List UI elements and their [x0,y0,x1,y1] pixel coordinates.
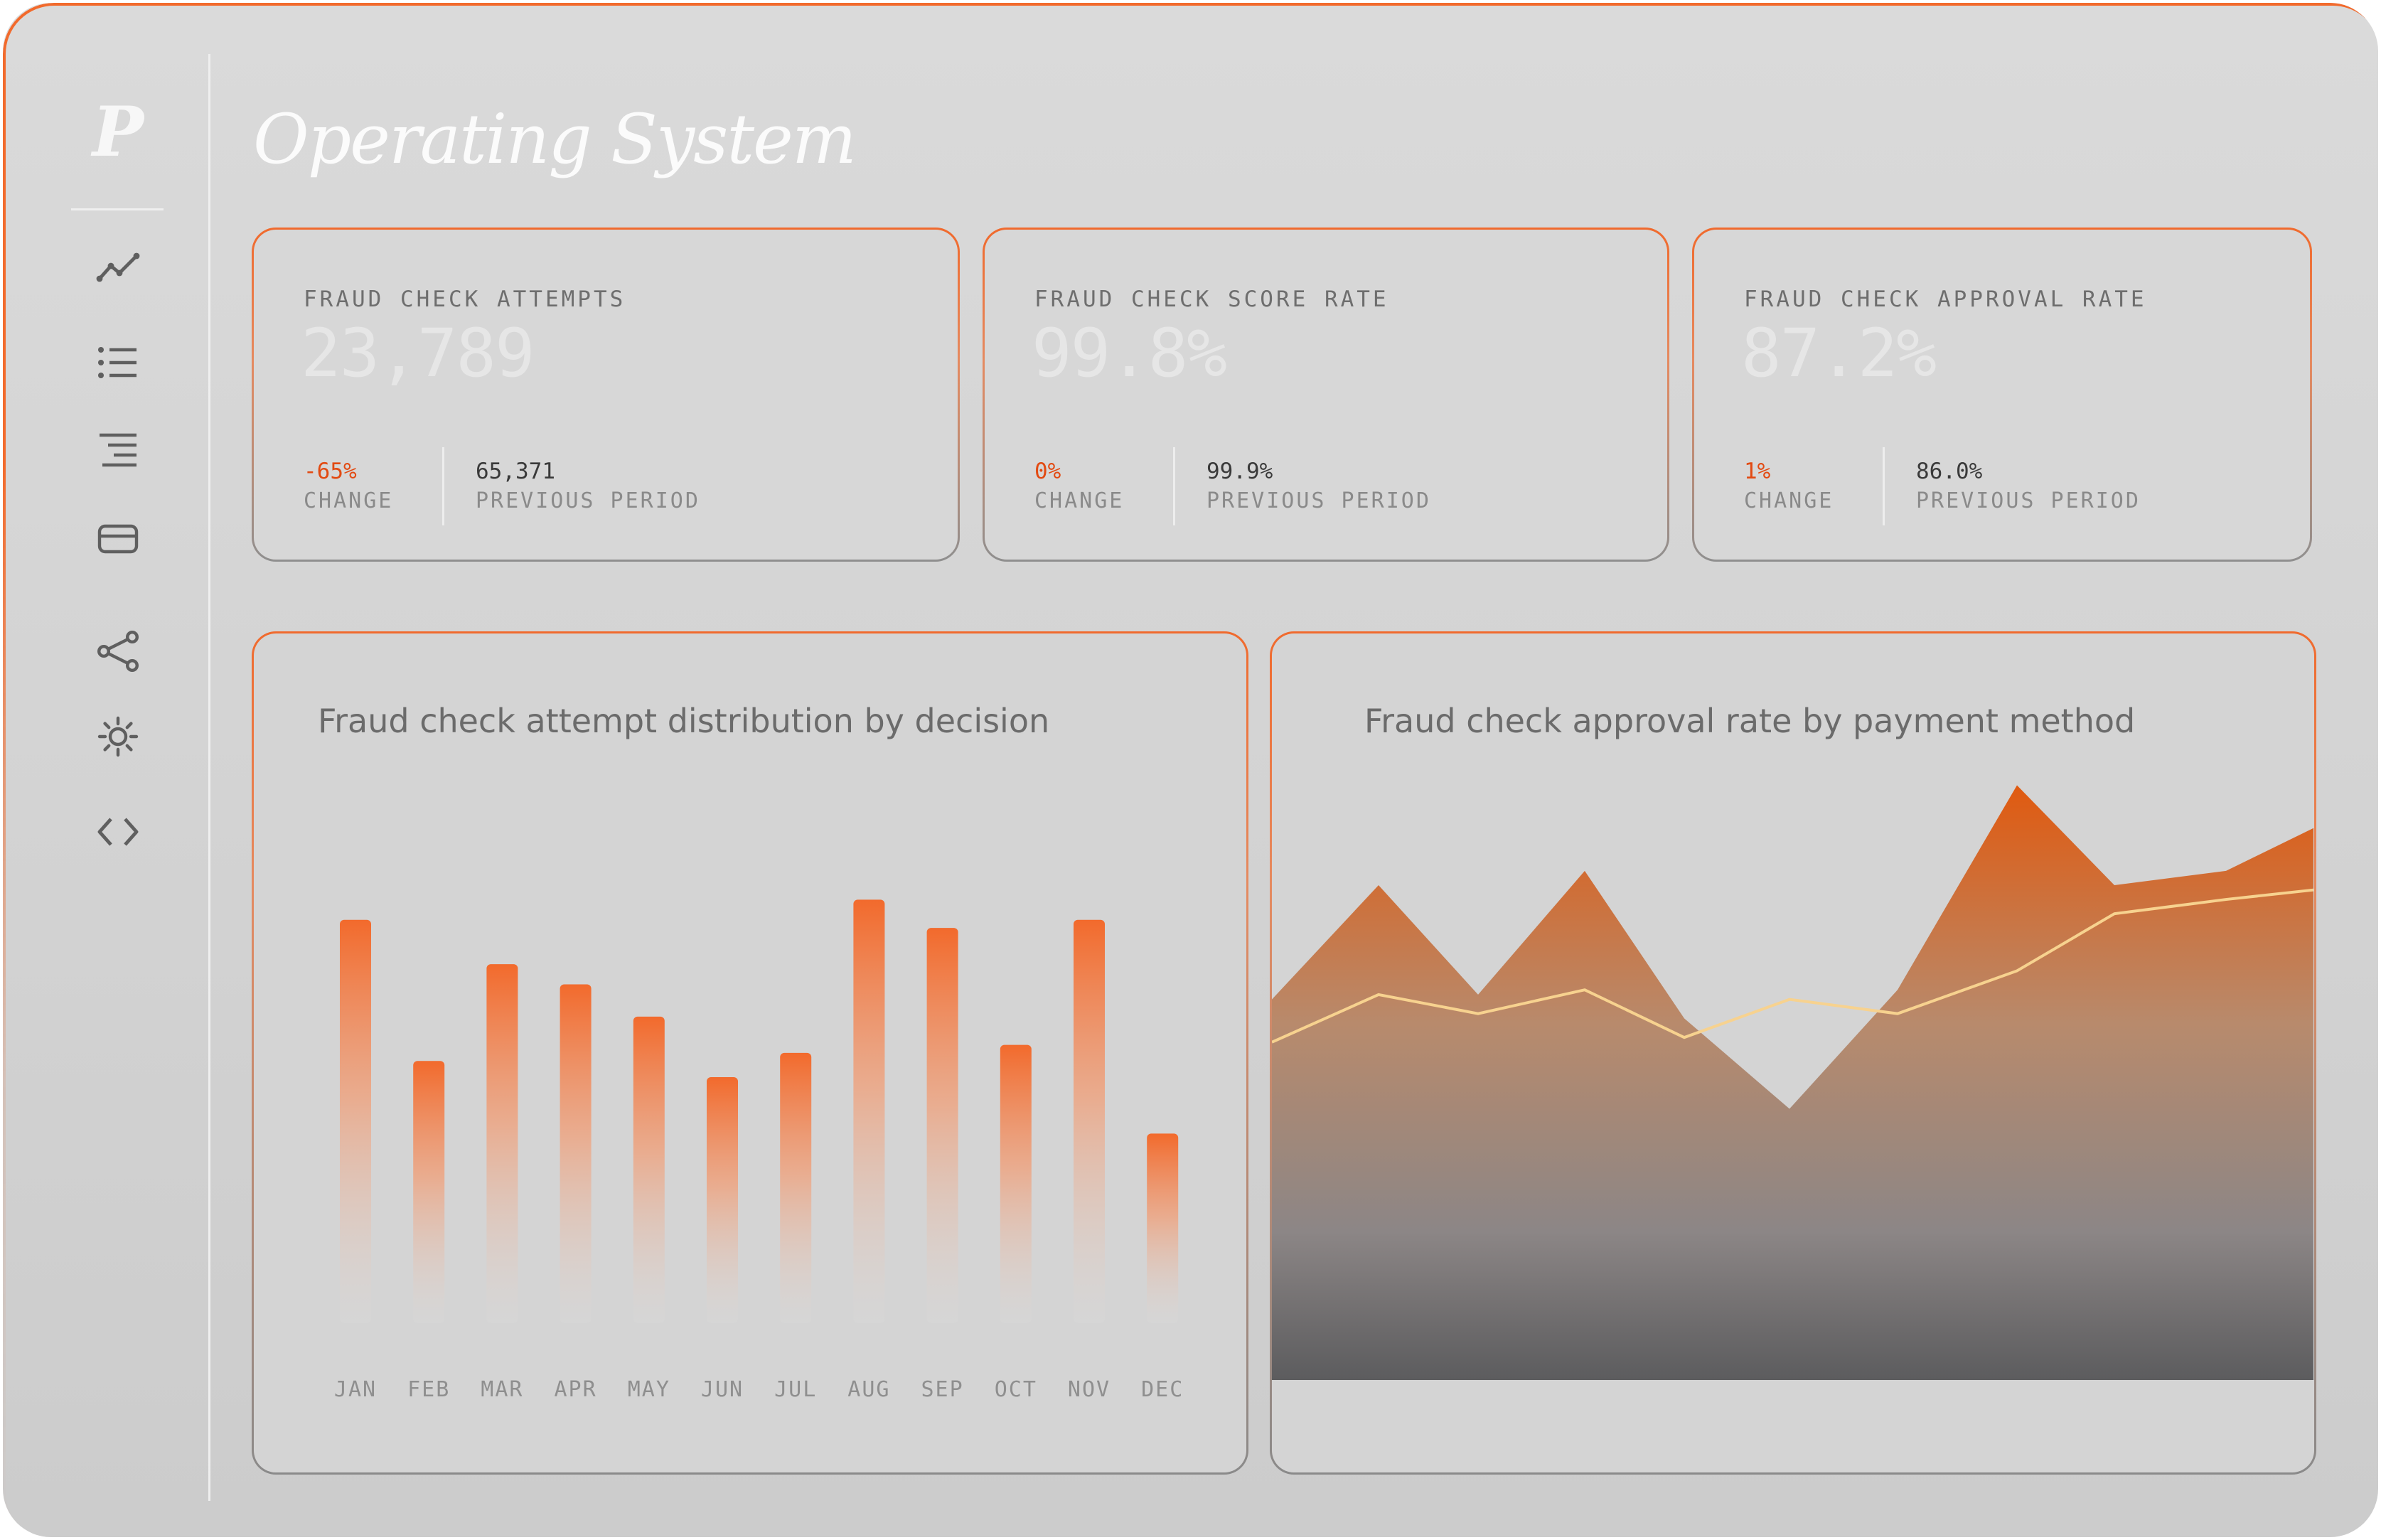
bar-nov[interactable] [1074,919,1105,1323]
sidebar-item-analytics[interactable] [90,239,146,296]
stat-change: 0% [1034,459,1061,484]
stat-previous-label: PREVIOUS PERIOD [1916,488,2141,513]
stat-previous: 99.9% [1206,459,1273,484]
sidebar-item-developer[interactable] [90,803,146,860]
stat-previous-label: PREVIOUS PERIOD [476,488,700,513]
bar-chart-card: Fraud check attempt distribution by deci… [252,631,1248,1475]
line-chart-icon [96,252,140,282]
sidebar-divider [71,208,164,210]
stat-previous: 65,371 [476,459,555,484]
x-tick-label: JUN [701,1377,744,1402]
bar-may[interactable] [633,1016,665,1323]
x-tick-label: JAN [334,1377,377,1402]
x-tick-label: MAY [628,1377,670,1402]
stat-card-approval-rate: FRAUD CHECK APPROVAL RATE 87.2% 1% CHANG… [1692,228,2312,562]
chart-title: Fraud check approval rate by payment met… [1364,702,2136,740]
x-tick-label: DEC [1141,1377,1184,1402]
stat-label: FRAUD CHECK SCORE RATE [1034,287,1389,312]
area-chart [1272,785,2314,1380]
bar-jan[interactable] [340,919,371,1323]
bar-jun[interactable] [707,1076,738,1323]
stat-value: 87.2% [1741,315,1937,392]
sidebar-border [208,54,210,1501]
stat-change-label: CHANGE [1034,488,1125,513]
x-tick-label: APR [555,1377,597,1402]
code-icon [97,818,139,846]
x-tick-label: JUL [774,1377,817,1402]
bar-dec[interactable] [1147,1133,1179,1323]
bar-apr[interactable] [560,984,592,1323]
sidebar-item-lines[interactable] [90,422,146,479]
bullet-list-icon [98,347,137,378]
bar-sep[interactable] [926,928,958,1323]
area-series[interactable] [1272,785,2313,1380]
stat-label: FRAUD CHECK ATTEMPTS [304,287,626,312]
area-chart-card: Fraud check approval rate by payment met… [1270,631,2316,1475]
bar-feb[interactable] [413,1061,445,1323]
credit-card-icon [97,524,139,554]
sidebar: P [3,3,210,1537]
stat-previous-label: PREVIOUS PERIOD [1206,488,1431,513]
bar-chart: JAN FEB MAR APR MAY JUN JUL AUG SEP OCT NOV DEC [334,899,1184,1402]
bar-mar[interactable] [486,964,518,1323]
stat-previous: 86.0% [1916,459,1983,484]
share-icon [97,630,139,673]
line-series[interactable] [1272,888,2314,1044]
stat-value: 99.8% [1032,315,1227,392]
stat-change: -65% [304,459,357,484]
logo[interactable]: P [92,92,144,172]
stat-label: FRAUD CHECK APPROVAL RATE [1744,287,2147,312]
sidebar-item-payments[interactable] [90,510,146,567]
bar-oct[interactable] [1000,1044,1032,1323]
chart-title: Fraud check attempt distribution by deci… [318,702,1050,740]
page-title: Operating System [253,100,857,179]
x-tick-label: MAR [481,1377,523,1402]
stat-value: 23,789 [301,315,535,392]
x-tick-label: NOV [1068,1377,1111,1402]
x-tick-label: SEP [921,1377,964,1402]
x-tick-label: AUG [847,1377,890,1402]
stat-divider [1883,447,1885,525]
sidebar-item-settings[interactable] [90,708,146,765]
stat-card-score-rate: FRAUD CHECK SCORE RATE 99.8% 0% CHANGE 9… [983,228,1669,562]
bar-jul[interactable] [780,1052,812,1323]
stat-divider [1173,447,1175,525]
x-tick-label: FEB [407,1377,450,1402]
stat-change-label: CHANGE [1744,488,1834,513]
gear-icon [97,716,139,757]
x-tick-label: OCT [995,1377,1037,1402]
sidebar-item-list[interactable] [90,334,146,391]
stat-card-attempts: FRAUD CHECK ATTEMPTS 23,789 -65% CHANGE … [252,228,960,562]
stat-divider [442,447,444,525]
bar-aug[interactable] [853,899,885,1323]
sidebar-item-connections[interactable] [90,623,146,680]
stat-change: 1% [1744,459,1771,484]
text-align-icon [100,433,137,467]
stat-change-label: CHANGE [304,488,394,513]
